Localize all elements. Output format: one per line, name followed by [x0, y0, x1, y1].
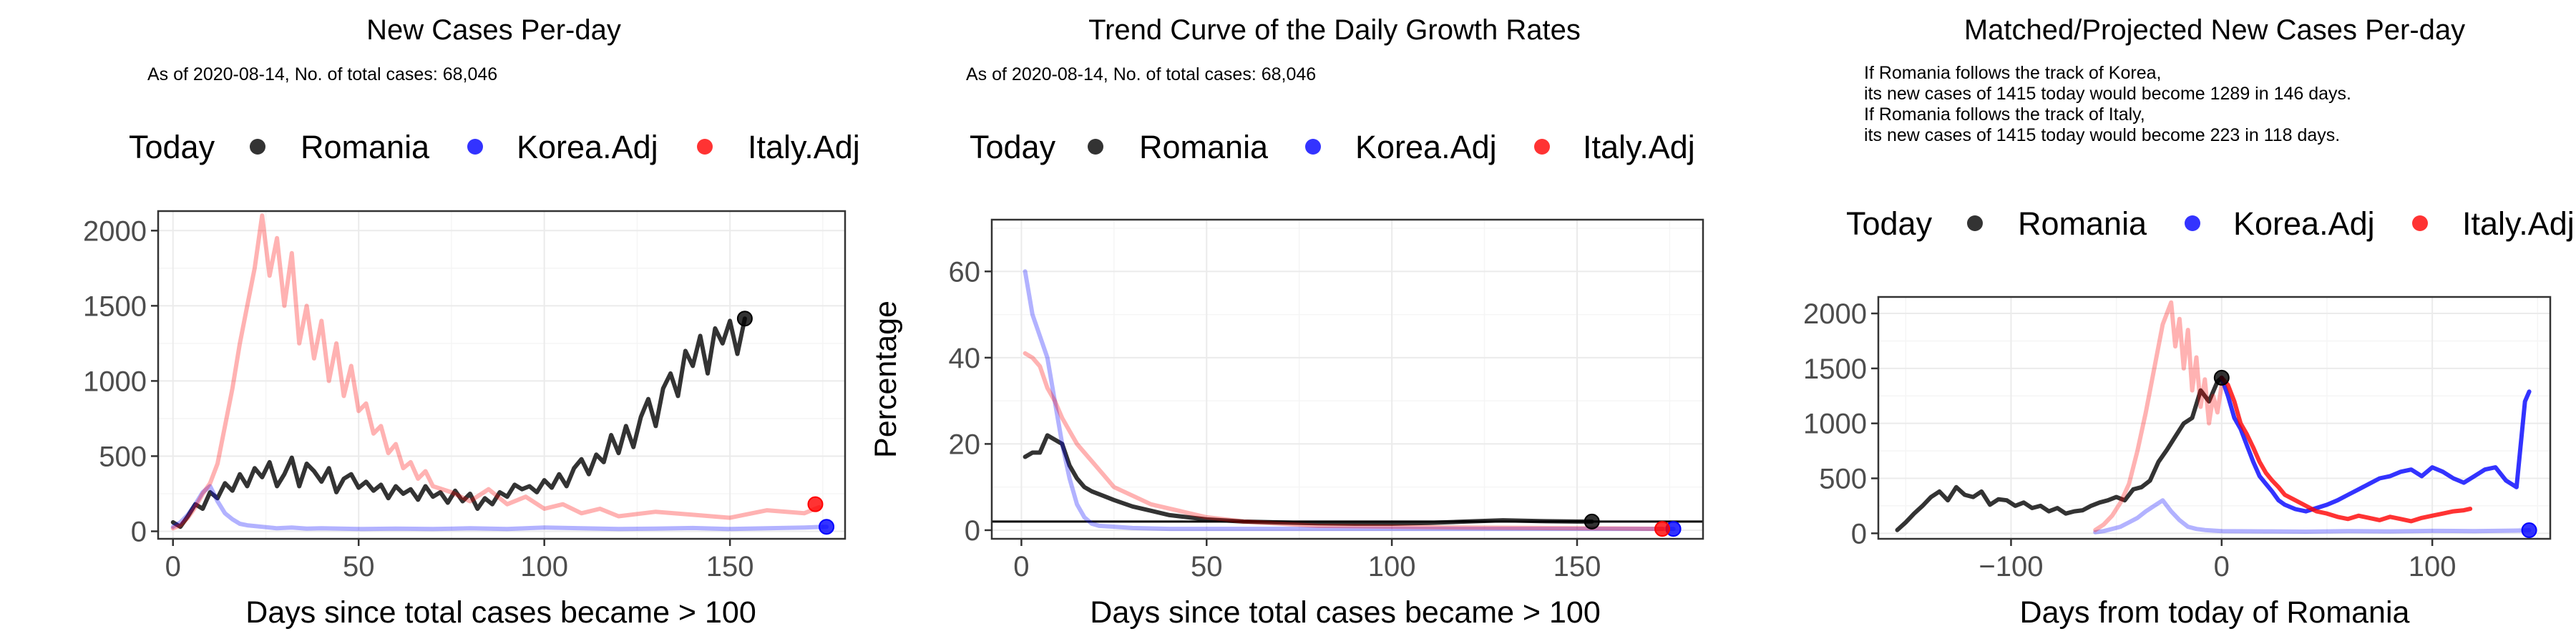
y-tick-label: 0	[131, 516, 147, 547]
today-point-romania	[2213, 369, 2230, 386]
chart-title: Matched/Projected New Cases Per-day	[1964, 14, 2465, 46]
x-tick-label: 0	[1013, 551, 1029, 582]
y-tick-label: 1000	[1803, 409, 1867, 440]
legend-marker	[1534, 139, 1550, 155]
legend-title: Today	[1846, 205, 1933, 242]
y-tick-label: 60	[949, 256, 981, 288]
legend-marker	[467, 139, 483, 155]
y-tick-label: 40	[949, 343, 981, 374]
chart-title: Trend Curve of the Daily Growth Rates	[1088, 14, 1581, 46]
chart-subtitle-line: its new cases of 1415 today would become…	[1864, 125, 2340, 145]
y-tick-label: 0	[1851, 518, 1867, 550]
x-tick-label: 100	[1368, 551, 1416, 582]
y-tick-label: 500	[1819, 464, 1867, 495]
x-tick-label: −100	[1979, 551, 2043, 582]
series-line-korea-adj	[2093, 498, 2532, 535]
plot-background	[158, 211, 845, 539]
legend-marker	[1967, 215, 1983, 231]
gridlines	[992, 220, 1703, 539]
x-tick-label: 100	[520, 551, 568, 582]
series-line-italy-adj-projected-	[2219, 375, 2473, 524]
today-point-korea-adj	[2521, 522, 2537, 539]
y-tick-label: 500	[99, 441, 147, 472]
series-group	[1023, 269, 1676, 532]
series-line-korea-adj-projected-	[2219, 375, 2532, 514]
x-tick-label: 100	[2409, 551, 2457, 582]
legend-marker	[2185, 215, 2200, 231]
x-tick-label: 0	[2214, 551, 2230, 582]
chart-subtitle-line: If Romania follows the track of Korea,	[1864, 63, 2161, 83]
chart-subtitle-line: If Romania follows the track of Italy,	[1864, 104, 2145, 125]
plot-background	[1878, 297, 2550, 539]
chart-subtitle-line: its new cases of 1415 today would become…	[1864, 84, 2351, 104]
chart-subtitle: As of 2020-08-14, No. of total cases: 68…	[147, 64, 497, 84]
legend-marker	[250, 139, 265, 155]
plot-background	[992, 220, 1703, 539]
today-point-romania	[736, 311, 753, 327]
plot-frame	[1877, 296, 2552, 540]
series-line-romania	[1023, 433, 1594, 526]
legend-label: Italy.Adj	[2462, 205, 2575, 242]
legend-marker	[2412, 215, 2428, 231]
legend: Today Romania Korea.Adj Italy.Adj	[1846, 205, 2575, 242]
x-tick-label: 0	[165, 551, 181, 582]
series-line-korea-adj	[1023, 269, 1676, 532]
x-tick-label: 150	[706, 551, 754, 582]
today-point-italy-adj	[1654, 521, 1671, 537]
y-tick-label: 1500	[1803, 353, 1867, 385]
legend-label: Korea.Adj	[1355, 129, 1497, 165]
legend-label: Italy.Adj	[748, 129, 860, 165]
series-line-italy-adj	[170, 213, 821, 531]
chart-subtitle: As of 2020-08-14, No. of total cases: 68…	[966, 64, 1316, 84]
y-tick-label: 1000	[83, 366, 147, 397]
legend-label: Korea.Adj	[2233, 205, 2375, 242]
y-tick-label: 0	[965, 515, 980, 547]
plot-frame	[990, 218, 1704, 540]
legend-label: Romania	[1139, 129, 1269, 165]
gridlines	[158, 211, 845, 539]
legend-marker	[697, 139, 713, 155]
legend-label: Korea.Adj	[517, 129, 658, 165]
y-tick-label: 20	[949, 429, 981, 460]
y-tick-label: 2000	[83, 215, 147, 247]
series-line-italy-adj	[2093, 300, 2224, 532]
today-point-romania	[1584, 513, 1600, 530]
x-axis-label: Days since total cases became > 100	[1090, 595, 1600, 630]
axis-ticks: 0 50 100 150 0 20 40 60	[949, 256, 1601, 582]
series-line-italy-adj	[1023, 351, 1665, 532]
series-line-romania	[170, 316, 747, 530]
legend-label: Italy.Adj	[1583, 129, 1695, 165]
legend: Today Romania Korea.Adj Italy.Adj	[970, 129, 1695, 165]
legend-title: Today	[129, 129, 215, 165]
chart-panel-2: Trend Curve of the Daily Growth Rates As …	[869, 14, 1704, 630]
legend-marker	[1305, 139, 1321, 155]
x-axis-label: Days from today of Romania	[2020, 595, 2410, 630]
series-group	[1895, 300, 2532, 535]
x-tick-label: 150	[1553, 551, 1601, 582]
legend-title: Today	[970, 129, 1056, 165]
legend-label: Romania	[301, 129, 430, 165]
chart-panel-1: New Cases Per-day As of 2020-08-14, No. o…	[83, 14, 860, 630]
x-tick-label: 50	[1191, 551, 1223, 582]
chart-title: New Cases Per-day	[366, 14, 621, 46]
legend-label: Romania	[2018, 205, 2147, 242]
x-tick-label: 50	[343, 551, 375, 582]
y-tick-label: 1500	[83, 291, 147, 322]
series-line-romania	[1895, 375, 2224, 532]
y-tick-label: 2000	[1803, 298, 1867, 330]
x-axis-label: Days since total cases became > 100	[245, 595, 756, 630]
today-point-korea-adj	[819, 519, 835, 535]
chart-panel-3: Matched/Projected New Cases Per-day If Ro…	[1803, 14, 2575, 630]
legend: Today Romania Korea.Adj Italy.Adj	[129, 129, 860, 165]
y-axis-label: Percentage	[869, 301, 903, 458]
legend-marker	[1088, 139, 1103, 155]
series-group	[170, 213, 829, 532]
today-point-italy-adj	[807, 496, 824, 512]
series-line-korea-adj	[170, 484, 829, 532]
plot-frame	[157, 210, 847, 540]
